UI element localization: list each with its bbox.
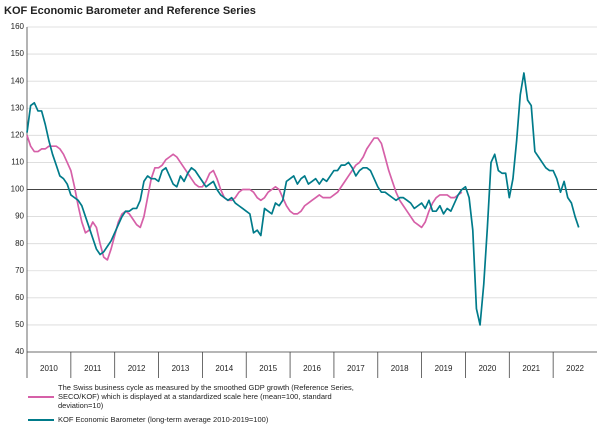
legend-swatch (28, 396, 54, 398)
x-tick-label: 2017 (347, 364, 365, 373)
y-tick-label: 90 (15, 212, 24, 221)
y-tick-label: 130 (11, 103, 25, 112)
legend-swatch (28, 419, 54, 421)
y-tick-label: 160 (11, 22, 25, 31)
x-tick-label: 2019 (435, 364, 453, 373)
legend-label: KOF Economic Barometer (long-term averag… (58, 415, 269, 424)
x-tick-label: 2021 (522, 364, 540, 373)
legend-label: The Swiss business cycle as measured by … (58, 383, 354, 410)
x-tick-label: 2018 (391, 364, 409, 373)
x-tick-label: 2022 (566, 364, 584, 373)
x-tick-label: 2013 (172, 364, 190, 373)
series-line (26, 72, 580, 326)
y-tick-label: 110 (11, 158, 24, 167)
series-line (26, 135, 463, 261)
chart-title: KOF Economic Barometer and Reference Ser… (4, 5, 256, 17)
x-tick-label: 2012 (128, 364, 146, 373)
x-tick-label: 2010 (40, 364, 58, 373)
y-tick-label: 100 (11, 185, 25, 194)
y-tick-label: 50 (15, 320, 24, 329)
y-tick-label: 150 (11, 49, 25, 58)
x-tick-label: 2011 (84, 364, 102, 373)
y-tick-label: 140 (11, 76, 25, 85)
y-tick-label: 120 (11, 130, 25, 139)
x-tick-label: 2016 (303, 364, 321, 373)
y-tick-label: 40 (15, 347, 24, 356)
y-tick-label: 70 (15, 266, 24, 275)
x-tick-label: 2014 (215, 364, 233, 373)
x-tick-label: 2020 (478, 364, 496, 373)
x-tick-label: 2015 (259, 364, 277, 373)
y-tick-label: 80 (15, 239, 24, 248)
chart: KOF Economic Barometer and Reference Ser… (4, 5, 597, 378)
y-tick-label: 60 (15, 293, 24, 302)
